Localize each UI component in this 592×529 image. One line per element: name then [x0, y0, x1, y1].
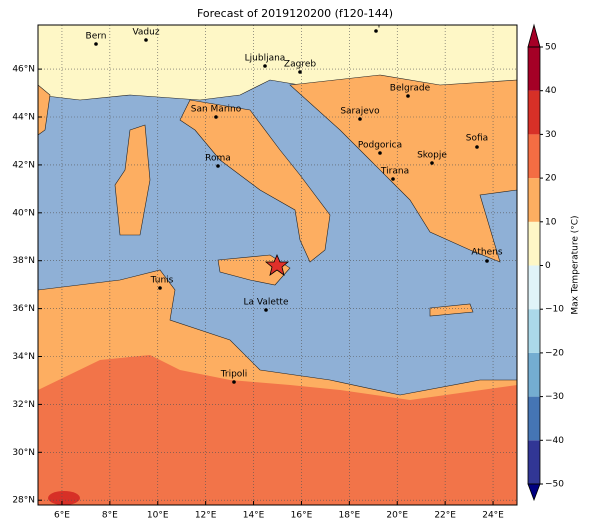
colorbar-tick-label: −30	[545, 392, 564, 402]
y-tick-label: 32°N	[12, 400, 35, 410]
city-label: San Marino	[191, 105, 242, 115]
axis-ticks: 6°E 8°E 10°E 12°E 14°E 16°E 18°E 20°E 22°E 24°E 28…	[12, 65, 504, 521]
colorbar-tick-label: −20	[545, 348, 564, 358]
colorbar-tick-label: 20	[545, 174, 557, 184]
city-label: Roma	[205, 154, 231, 164]
x-tick-label: 14°E	[243, 511, 265, 521]
city-label: Vaduz	[132, 28, 159, 38]
colorbar-tick-label: 40	[545, 86, 557, 96]
hot-patch	[48, 491, 80, 505]
balkans	[289, 74, 517, 263]
colorbar-bin	[528, 178, 540, 222]
colorbar-bin	[528, 396, 540, 441]
y-tick-label: 30°N	[12, 448, 35, 458]
city-label: Tunis	[150, 276, 174, 286]
colorbar-label: Max Temperature (°C)	[571, 215, 581, 314]
x-tick-label: 22°E	[434, 511, 456, 521]
city-dot	[406, 94, 410, 98]
x-tick-label: 8°E	[102, 511, 118, 521]
city-dot	[144, 38, 148, 42]
colorbar-bin	[528, 265, 540, 310]
y-tick-label: 42°N	[12, 160, 35, 170]
colorbar-bin	[528, 134, 540, 179]
x-tick-label: 10°E	[147, 511, 169, 521]
corsica-sardinia	[114, 124, 151, 236]
map-frame	[37, 24, 518, 506]
city-label: Sofia	[466, 134, 488, 144]
city-label: Skopje	[417, 151, 447, 161]
city-label: La Valette	[244, 298, 289, 308]
city-label: Tirana	[380, 167, 409, 177]
y-tick-label: 38°N	[12, 256, 35, 266]
italy	[179, 99, 331, 263]
y-tick-label: 44°N	[12, 113, 35, 123]
y-tick-label: 28°N	[12, 496, 35, 506]
colorbar-extend-top	[527, 23, 541, 48]
city-label: Ljubljana	[245, 54, 286, 64]
city-label: Belgrade	[390, 84, 431, 94]
city-label: Bern	[86, 32, 107, 42]
colorbar-tick-label: −50	[545, 480, 564, 490]
city-dot	[358, 117, 362, 121]
west-coast	[38, 84, 51, 136]
x-tick-label: 18°E	[339, 511, 361, 521]
y-tick-label: 40°N	[12, 208, 35, 218]
y-tick-label: 36°N	[12, 304, 35, 314]
city-label: Zagreb	[284, 60, 316, 70]
y-tick-label: 34°N	[12, 352, 35, 362]
city-dot	[391, 177, 395, 181]
colorbar-tick-label: −10	[545, 305, 564, 315]
city-dot	[374, 29, 378, 33]
city-label: Sarajevo	[340, 107, 380, 117]
city-dot	[475, 145, 479, 149]
colorbar-tick-label: 10	[545, 217, 557, 227]
city-dot	[214, 115, 218, 119]
x-tick-label: 12°E	[195, 511, 217, 521]
x-tick-label: 6°E	[54, 511, 70, 521]
crete	[429, 303, 474, 317]
africa-warm	[38, 355, 517, 505]
city-dot	[298, 70, 302, 74]
x-tick-label: 16°E	[291, 511, 313, 521]
city-dot	[216, 164, 220, 168]
colorbar-extend-bottom	[527, 483, 541, 502]
colorbar-bin	[528, 440, 540, 484]
city-dot	[378, 151, 382, 155]
title: Forecast of 2019120200 (f120-144)	[197, 7, 393, 20]
graticule	[38, 25, 517, 505]
city-dot	[94, 42, 98, 46]
city-dot	[263, 64, 267, 68]
city-dot	[158, 286, 162, 290]
colorbar-tick-label: 50	[545, 43, 557, 53]
colorbar: −50 −40 −30 −20 −10 0 10 20 30 40 50	[527, 23, 564, 502]
x-tick-label: 20°E	[386, 511, 408, 521]
x-tick-label: 24°E	[482, 511, 504, 521]
colorbar-bin	[528, 309, 540, 353]
city-label: Podgorica	[358, 141, 402, 151]
colorbar-tick-label: 30	[545, 130, 557, 140]
colorbar-bin	[528, 352, 540, 397]
city-dot	[485, 259, 489, 263]
y-tick-label: 46°N	[12, 65, 35, 75]
city-label: Tripoli	[220, 370, 248, 380]
city-dot	[232, 380, 236, 384]
city-dot	[430, 161, 434, 165]
city-dot	[264, 308, 268, 312]
city-label: Athens	[471, 248, 502, 258]
colorbar-bin	[528, 90, 540, 135]
city-label: Budapest	[355, 19, 398, 29]
star-marker	[264, 253, 290, 276]
colorbar-tick-label: −40	[545, 436, 564, 446]
colorbar-bin	[528, 47, 540, 91]
colorbar-tick-label: 0	[545, 261, 551, 271]
colorbar-bin	[528, 221, 540, 266]
